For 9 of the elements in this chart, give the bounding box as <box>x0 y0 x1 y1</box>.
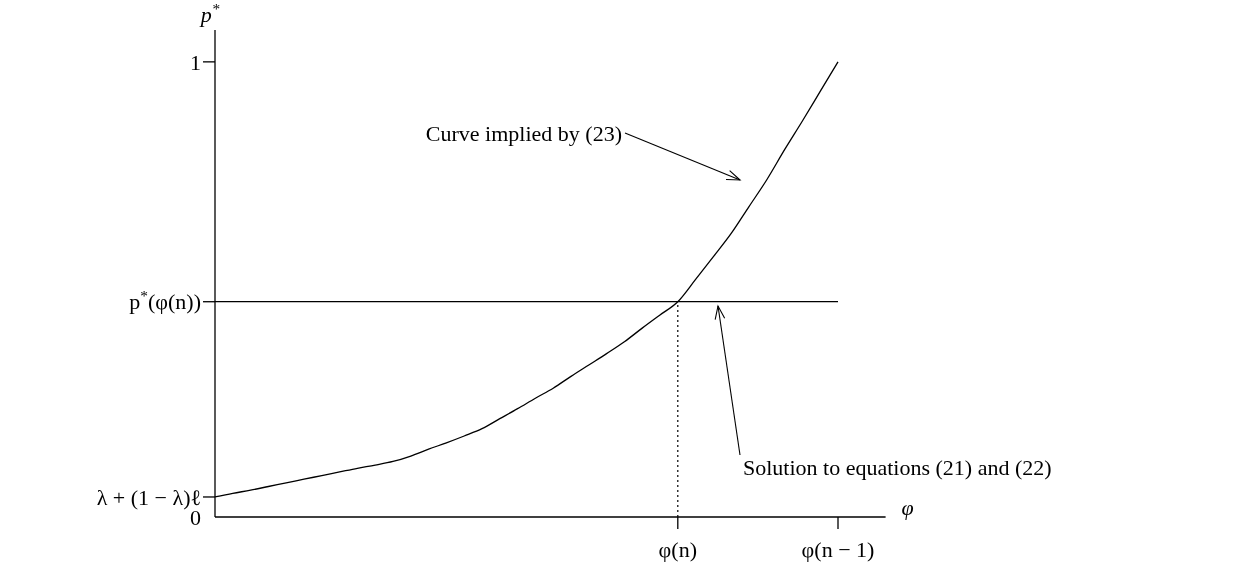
x-tick-label: φ(n) <box>658 537 697 562</box>
text: p$^{*}$(φ(n)) <box>129 286 201 315</box>
annotation: Solution to equations (21) and (22) <box>743 454 1052 480</box>
annotation: Curve implied by (23) <box>425 120 622 146</box>
x-axis-title: φ <box>901 495 914 520</box>
y-axis-title: p$^{*}$ <box>198 0 220 27</box>
x-tick-label: φ(n − 1) <box>801 537 875 562</box>
text: λ + (1 − λ)ℓ <box>96 484 201 510</box>
y-tick-label: 1 <box>190 49 201 75</box>
